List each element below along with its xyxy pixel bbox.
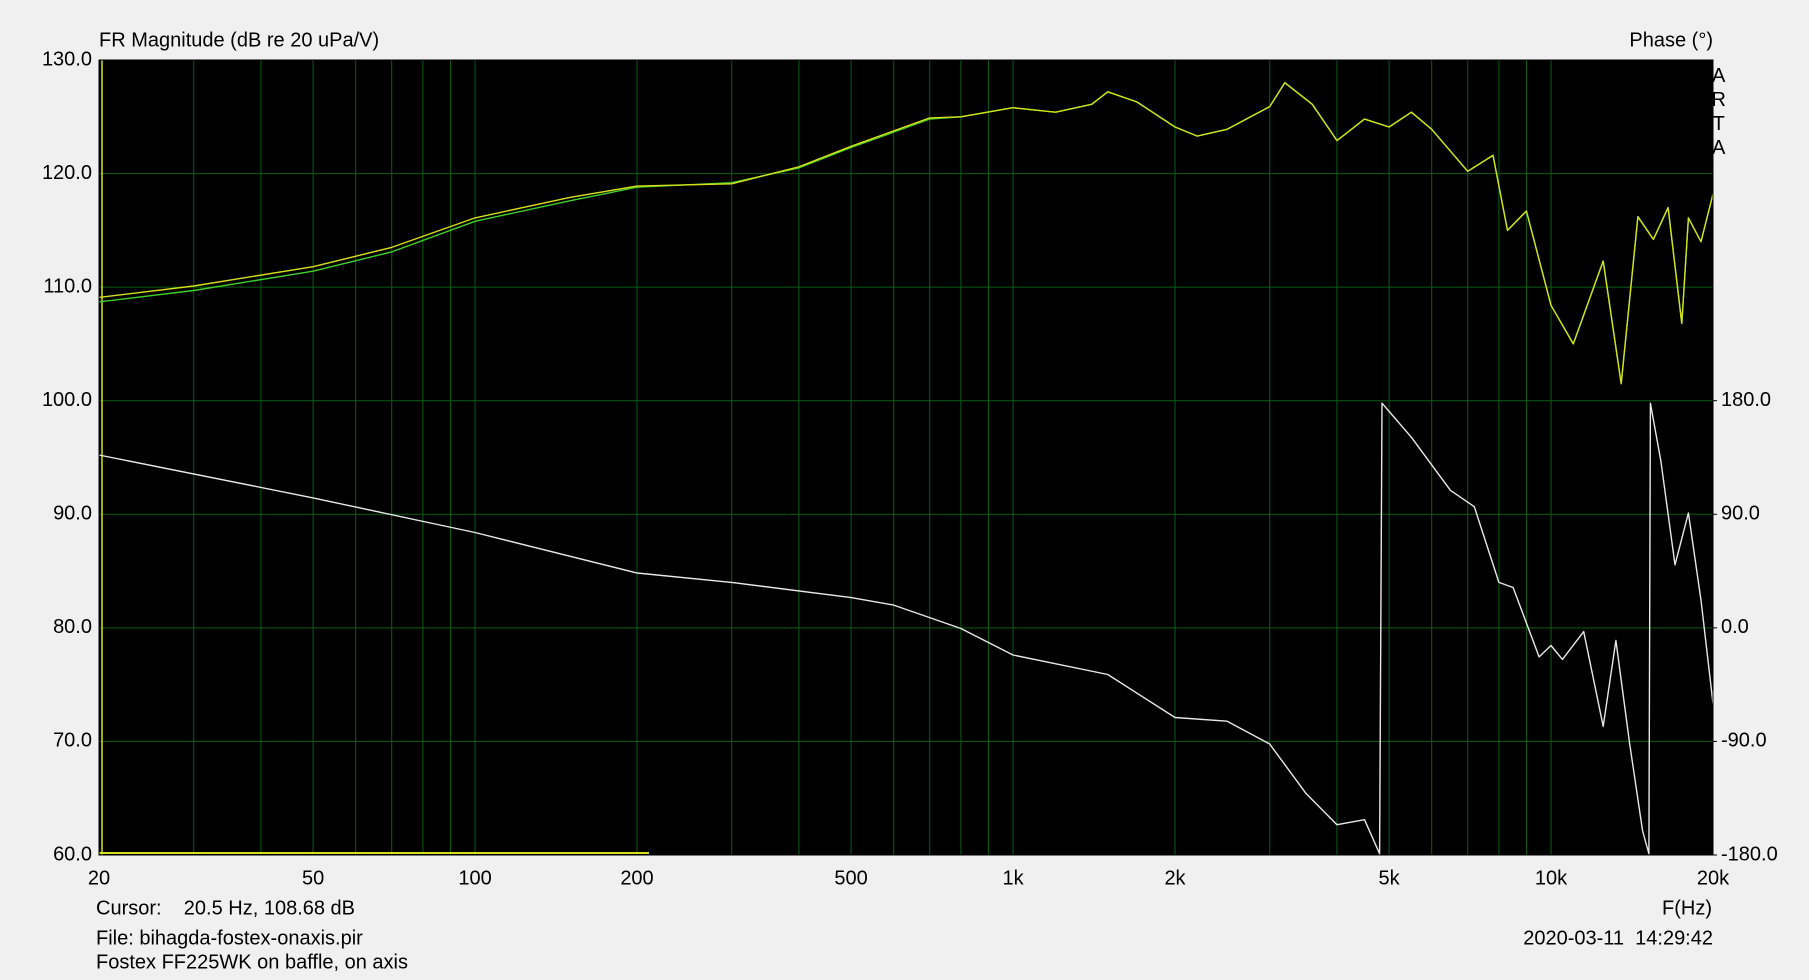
description: Fostex FF225WK on baffle, on axis bbox=[96, 951, 408, 973]
y2-tick-label: 90.0 bbox=[1721, 503, 1760, 525]
y2-tick-label: -90.0 bbox=[1721, 730, 1767, 752]
x-tick-label: 20k bbox=[1697, 867, 1730, 889]
y2-tick-label: -180.0 bbox=[1721, 843, 1778, 865]
y2-tick-label: 180.0 bbox=[1721, 389, 1771, 411]
y-tick-label: 110.0 bbox=[43, 275, 92, 297]
plot-area bbox=[99, 60, 1713, 855]
y-tick-label: 80.0 bbox=[53, 616, 92, 638]
brand: ARTA bbox=[1708, 65, 1730, 161]
y2-tick-label: 0.0 bbox=[1721, 616, 1749, 638]
x-tick-label: 50 bbox=[302, 867, 324, 889]
x-axis-label: F(Hz) bbox=[1662, 897, 1712, 919]
x-tick-label: 2k bbox=[1164, 867, 1186, 889]
y-tick-label: 120.0 bbox=[42, 162, 92, 184]
y2-title: Phase (°) bbox=[1629, 29, 1713, 51]
x-tick-label: 20 bbox=[88, 867, 110, 889]
cursor-readout: Cursor: 20.5 Hz, 108.68 dB bbox=[96, 897, 355, 919]
y-tick-label: 60.0 bbox=[53, 843, 92, 865]
series-line bbox=[98, 82, 1714, 385]
timestamp: 2020-03-11 14:29:42 bbox=[1523, 927, 1713, 949]
x-tick-label: 10k bbox=[1535, 867, 1568, 889]
y-tick-label: 90.0 bbox=[53, 503, 92, 525]
x-tick-label: 200 bbox=[620, 867, 653, 889]
x-tick-label: 100 bbox=[458, 867, 491, 889]
y-tick-label: 130.0 bbox=[42, 48, 92, 70]
file-name: File: bihagda-fostex-onaxis.pir bbox=[96, 927, 363, 949]
x-tick-label: 500 bbox=[834, 867, 867, 889]
y-tick-label: 70.0 bbox=[53, 730, 92, 752]
chart-title: FR Magnitude (dB re 20 uPa/V) bbox=[99, 29, 379, 51]
y-tick-label: 100.0 bbox=[42, 389, 92, 411]
series-line bbox=[98, 402, 1714, 855]
plot-border bbox=[98, 59, 1714, 856]
x-tick-label: 5k bbox=[1379, 867, 1401, 889]
x-tick-label: 1k bbox=[1002, 867, 1024, 889]
